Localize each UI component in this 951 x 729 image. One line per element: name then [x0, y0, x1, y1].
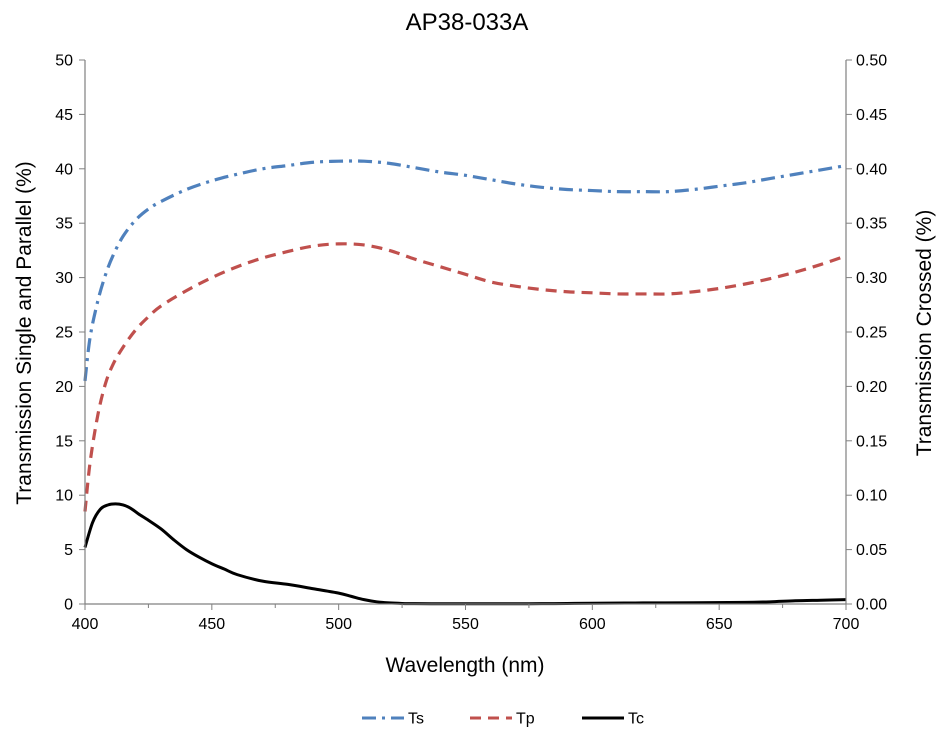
series-line-tc — [83, 502, 847, 606]
y2-tick-label: 0.00 — [856, 597, 887, 614]
y-tick-label: 10 — [55, 488, 73, 505]
x-tick-label: 450 — [198, 616, 225, 633]
y-tick-label: 0 — [64, 597, 73, 614]
y-tick-label: 45 — [55, 107, 73, 124]
series-layer — [83, 159, 847, 606]
y2-tick-label: 0.40 — [856, 161, 887, 178]
y2-tick-label: 0.35 — [856, 216, 887, 233]
y2-tick-label: 0.25 — [856, 325, 887, 342]
y2-tick-label: 0.50 — [856, 53, 887, 70]
x-tick-label: 650 — [706, 616, 733, 633]
y2-tick-label: 0.20 — [856, 379, 887, 396]
legend-label-tc: Tc — [628, 711, 644, 728]
y-tick-label: 40 — [55, 161, 73, 178]
y2-axis-title: Transmission Crossed (%) — [913, 210, 936, 457]
y-tick-label: 35 — [55, 216, 73, 233]
axes-layer: 400 450 500 550 600 650 700 0 5 10 15 20 25 30 35 40 45 5… — [55, 53, 887, 634]
y2-tick-label: 0.30 — [856, 270, 887, 287]
legend: Ts Tp Tc — [362, 711, 644, 728]
legend-label-ts: Ts — [408, 711, 424, 728]
y-tick-label: 15 — [55, 433, 73, 450]
chart-title: AP38-033A — [406, 9, 529, 36]
y-tick-label: 50 — [55, 53, 73, 70]
y2-tick-label: 0.10 — [856, 488, 887, 505]
plot-background — [85, 60, 846, 604]
y-axis-title: Transmission Single and Parallel (%) — [13, 161, 36, 505]
y2-tick-label: 0.05 — [856, 542, 887, 559]
y2-tick-label: 0.45 — [856, 107, 887, 124]
y-tick-label: 5 — [64, 542, 73, 559]
x-tick-label: 700 — [833, 616, 860, 633]
x-tick-label: 500 — [325, 616, 352, 633]
series-line-ts — [83, 159, 847, 382]
series-line-tp — [83, 242, 847, 512]
x-axis-title: Wavelength (nm) — [385, 654, 544, 677]
y-tick-label: 20 — [55, 379, 73, 396]
x-tick-label: 400 — [72, 616, 99, 633]
y2-tick-label: 0.15 — [856, 433, 887, 450]
x-tick-label: 600 — [579, 616, 606, 633]
legend-label-tp: Tp — [516, 711, 535, 728]
y-tick-label: 30 — [55, 270, 73, 287]
plot-area — [85, 60, 846, 604]
x-tick-label: 550 — [452, 616, 479, 633]
y-tick-label: 25 — [55, 325, 73, 342]
